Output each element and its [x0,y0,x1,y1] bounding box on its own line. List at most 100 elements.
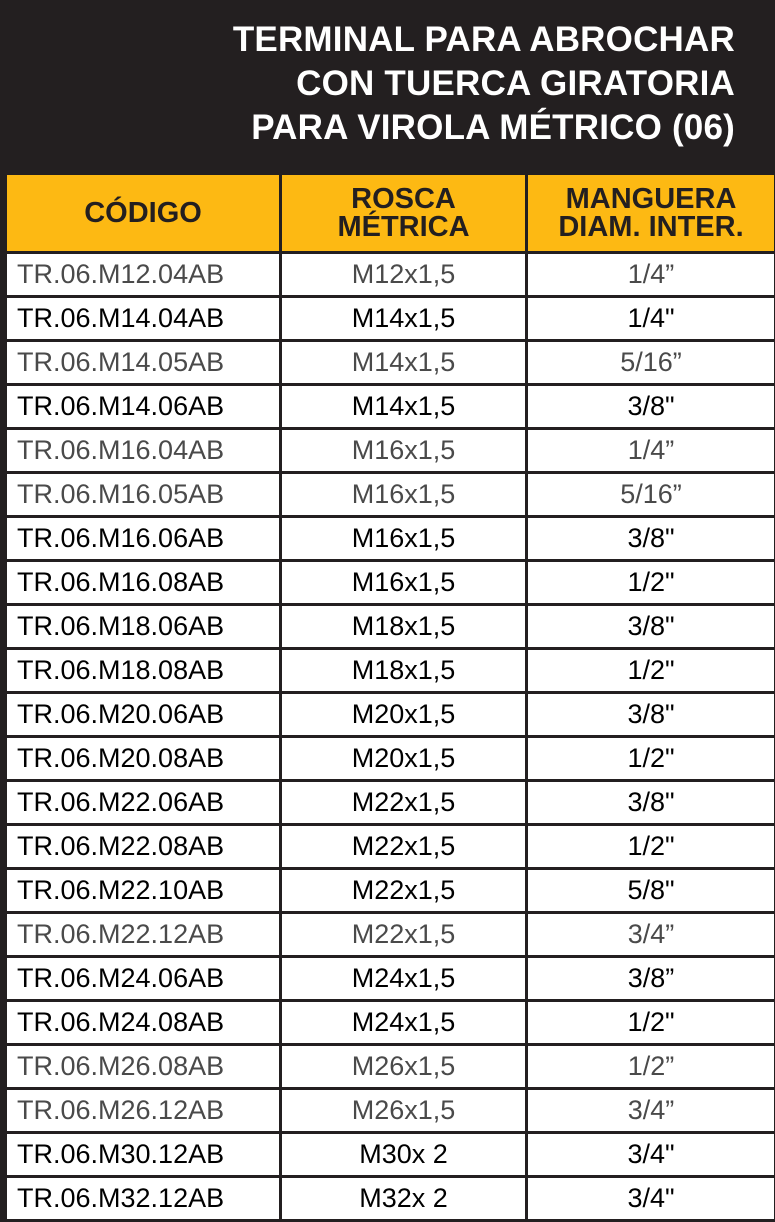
cell-rosca: M20x1,5 [279,738,525,779]
table-row: TR.06.M16.04AB M16x1,5 1/4” [7,430,774,474]
cell-manguera: 1/2" [525,562,774,603]
table-row: TR.06.M30.12AB M30x 2 3/4" [7,1134,774,1178]
cell-rosca: M18x1,5 [279,606,525,647]
header-codigo: CÓDIGO [7,175,279,251]
cell-manguera: 3/4” [525,914,774,955]
cell-rosca: M14x1,5 [279,386,525,427]
cell-rosca: M16x1,5 [279,518,525,559]
cell-codigo: TR.06.M24.06AB [17,963,225,993]
table-row: TR.06.M22.08AB M22x1,5 1/2" [7,826,774,870]
header-manguera-line-1: MANGUERA [565,183,737,215]
cell-rosca: M26x1,5 [279,1090,525,1131]
cell-rosca: M12x1,5 [279,254,525,295]
cell-rosca: M30x 2 [279,1134,525,1175]
cell-codigo: TR.06.M22.12AB [17,919,225,949]
cell-manguera: 1/4" [525,298,774,339]
table-row: TR.06.M16.08AB M16x1,5 1/2" [7,562,774,606]
cell-codigo: TR.06.M24.08AB [17,1007,225,1037]
table-row: TR.06.M14.06AB M14x1,5 3/8" [7,386,774,430]
cell-rosca: M22x1,5 [279,826,525,867]
cell-manguera: 3/8" [525,518,774,559]
cell-codigo: TR.06.M16.04AB [17,435,225,465]
cell-manguera: 5/16” [525,474,774,515]
cell-manguera: 1/2" [525,738,774,779]
cell-manguera: 3/4" [525,1178,774,1219]
cell-manguera: 1/4” [525,430,774,471]
cell-manguera: 3/4" [525,1134,774,1175]
cell-codigo: TR.06.M12.04AB [17,259,225,289]
cell-manguera: 1/2" [525,826,774,867]
cell-codigo: TR.06.M30.12AB [17,1139,225,1169]
table-row: TR.06.M12.04AB M12x1,5 1/4” [7,254,774,298]
table-row: TR.06.M24.08AB M24x1,5 1/2" [7,1002,774,1046]
cell-rosca: M16x1,5 [279,430,525,471]
table-row: TR.06.M18.06AB M18x1,5 3/8" [7,606,774,650]
cell-rosca: M22x1,5 [279,782,525,823]
table-row: TR.06.M18.08AB M18x1,5 1/2" [7,650,774,694]
title-line-3: PARA VIROLA MÉTRICO (06) [251,108,735,147]
cell-codigo: TR.06.M18.08AB [17,655,225,685]
cell-codigo: TR.06.M14.05AB [17,347,225,377]
header-rosca: ROSCA MÉTRICA [279,175,525,251]
table-row: TR.06.M14.04AB M14x1,5 1/4" [7,298,774,342]
cell-manguera: 3/8" [525,782,774,823]
cell-codigo: TR.06.M26.08AB [17,1051,225,1081]
title-line-1: TERMINAL PARA ABROCHAR [232,20,735,59]
cell-codigo: TR.06.M16.06AB [17,523,225,553]
table-body: TR.06.M12.04AB M12x1,5 1/4” TR.06.M14.04AB M… [7,254,774,1222]
cell-rosca: M14x1,5 [279,342,525,383]
cell-rosca: M14x1,5 [279,298,525,339]
cell-codigo: TR.06.M22.08AB [17,831,225,861]
header-manguera-line-2: DIAM. INTER. [558,211,744,243]
cell-codigo: TR.06.M22.10AB [17,875,225,905]
cell-manguera: 5/16” [525,342,774,383]
cell-manguera: 3/8" [525,386,774,427]
cell-rosca: M24x1,5 [279,958,525,999]
cell-rosca: M24x1,5 [279,1002,525,1043]
cell-codigo: TR.06.M18.06AB [17,611,225,641]
title-line-2: CON TUERCA GIRATORIA [296,64,735,103]
page-title: TERMINAL PARA ABROCHAR CON TUERCA GIRATO… [233,18,735,150]
table-header: CÓDIGO ROSCA MÉTRICA MANGUERA DIAM. INTE… [7,172,774,254]
cell-manguera: 1/2" [525,1002,774,1043]
table-row: TR.06.M14.05AB M14x1,5 5/16” [7,342,774,386]
cell-rosca: M16x1,5 [279,474,525,515]
table-row: TR.06.M26.08AB M26x1,5 1/2” [7,1046,774,1090]
cell-codigo: TR.06.M26.12AB [17,1095,225,1125]
cell-codigo: TR.06.M16.05AB [17,479,225,509]
product-table: CÓDIGO ROSCA MÉTRICA MANGUERA DIAM. INTE… [4,172,775,1222]
cell-codigo: TR.06.M20.06AB [17,699,225,729]
table-row: TR.06.M32.12AB M32x 2 3/4" [7,1178,774,1222]
table-row: TR.06.M20.08AB M20x1,5 1/2" [7,738,774,782]
cell-rosca: M32x 2 [279,1178,525,1219]
cell-codigo: TR.06.M22.06AB [17,787,225,817]
table-row: TR.06.M22.12AB M22x1,5 3/4” [7,914,774,958]
cell-manguera: 5/8" [525,870,774,911]
header-codigo-label: CÓDIGO [84,197,202,229]
cell-manguera: 1/2” [525,1046,774,1087]
cell-manguera: 1/4” [525,254,774,295]
table-row: TR.06.M22.10AB M22x1,5 5/8" [7,870,774,914]
cell-rosca: M22x1,5 [279,914,525,955]
table-row: TR.06.M24.06AB M24x1,5 3/8” [7,958,774,1002]
cell-manguera: 3/8" [525,694,774,735]
table-row: TR.06.M22.06AB M22x1,5 3/8" [7,782,774,826]
cell-codigo: TR.06.M16.08AB [17,567,225,597]
header-manguera: MANGUERA DIAM. INTER. [525,175,774,251]
cell-rosca: M18x1,5 [279,650,525,691]
cell-codigo: TR.06.M32.12AB [17,1183,225,1213]
cell-manguera: 3/4” [525,1090,774,1131]
cell-rosca: M26x1,5 [279,1046,525,1087]
cell-rosca: M16x1,5 [279,562,525,603]
header-rosca-line-2: MÉTRICA [337,211,470,243]
table-row: TR.06.M20.06AB M20x1,5 3/8" [7,694,774,738]
header-rosca-line-1: ROSCA [351,183,456,215]
cell-manguera: 3/8” [525,958,774,999]
cell-rosca: M22x1,5 [279,870,525,911]
cell-codigo: TR.06.M14.06AB [17,391,225,421]
cell-codigo: TR.06.M14.04AB [17,303,225,333]
table-row: TR.06.M26.12AB M26x1,5 3/4” [7,1090,774,1134]
cell-rosca: M20x1,5 [279,694,525,735]
table-row: TR.06.M16.06AB M16x1,5 3/8" [7,518,774,562]
